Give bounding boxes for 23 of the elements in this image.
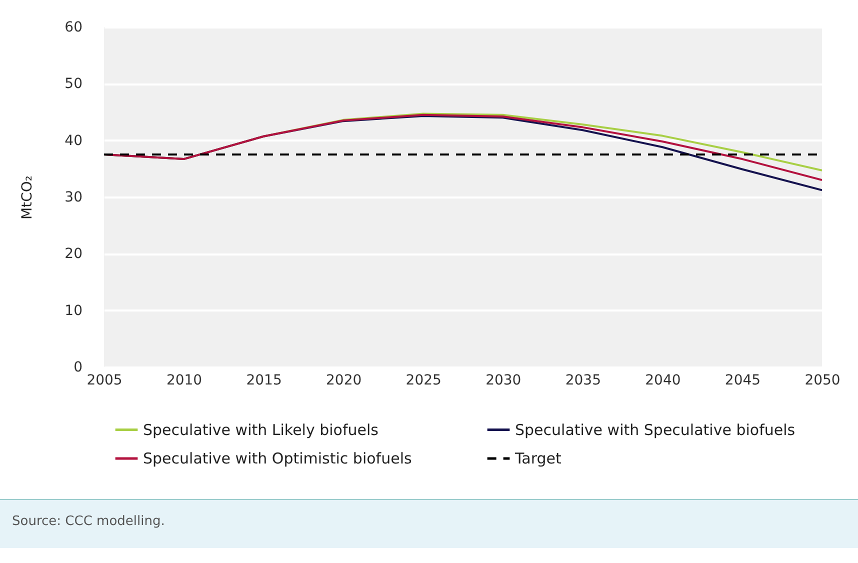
y-axis-title: MtCO₂: [20, 176, 36, 220]
x-tick-label: 2030: [486, 372, 522, 388]
legend-label: Speculative with Likely biofuels: [143, 420, 379, 439]
y-tick-label: 60: [64, 20, 82, 36]
x-tick-label: 2035: [565, 372, 601, 388]
y-tick-label: 20: [64, 246, 82, 262]
x-tick-label: 2020: [326, 372, 362, 388]
x-tick-label: 2010: [166, 372, 202, 388]
y-tick-label: 40: [64, 132, 82, 149]
x-tick-label: 2015: [246, 372, 282, 388]
x-tick-label: 2025: [406, 372, 442, 388]
y-tick-label: 30: [64, 190, 82, 206]
x-tick-label: 2045: [724, 372, 761, 388]
y-tick-label: 10: [64, 302, 82, 319]
y-tick-label: 0: [74, 360, 82, 376]
legend-label: Speculative with Optimistic biofuels: [143, 450, 412, 468]
x-tick-label: 2005: [86, 372, 122, 388]
y-tick-label: 50: [64, 76, 82, 92]
x-tick-label: 2050: [804, 372, 840, 388]
legend-label: Speculative with Speculative biofuels: [515, 420, 796, 439]
x-tick-label: 2040: [645, 372, 681, 388]
source-note: Source: CCC modelling.: [12, 514, 166, 529]
legend-label: Target: [514, 450, 562, 468]
